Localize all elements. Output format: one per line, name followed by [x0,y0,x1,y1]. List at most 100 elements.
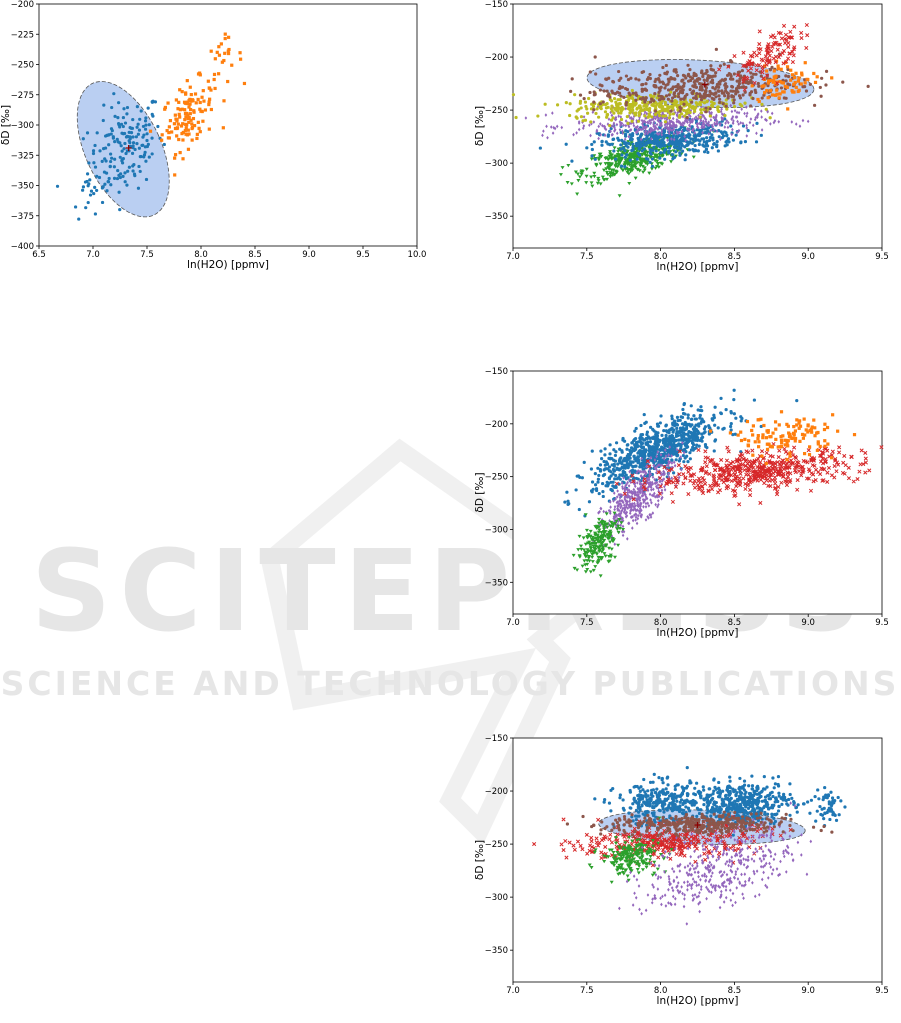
point-blue [624,143,628,148]
point-red [832,475,837,480]
x-tick-label: 7.5 [580,618,594,628]
point-brown [601,100,605,104]
point-purple [681,441,684,445]
point-red [764,478,769,483]
point-brown [725,91,729,95]
point-brown [757,84,761,88]
point-red [666,477,671,482]
point-orange [178,150,182,155]
point-blue [134,135,138,139]
point-blue [739,415,743,419]
point-orange [797,426,801,430]
point-red [739,451,744,456]
point-blue [609,809,613,813]
point-blue [608,443,612,447]
point-orange [803,61,807,65]
point-brown [765,76,769,80]
point-blue [689,404,693,408]
point-red [785,474,791,479]
point-green [577,175,582,179]
point-blue [602,800,606,804]
point-brown [641,96,645,100]
point-green [584,167,589,171]
point-orange [768,444,772,449]
point-blue [618,467,623,471]
point-olive [686,108,691,112]
point-green [604,512,609,516]
point-red [801,467,806,473]
point-brown [652,83,656,88]
point-blue [642,137,646,142]
point-purple [677,130,681,135]
point-red [790,453,796,458]
point-green [591,568,596,573]
point-orange [760,84,764,88]
point-red [744,472,749,477]
x-tick-label: 7.0 [506,618,520,628]
point-olive [716,105,720,109]
point-red [688,473,693,478]
point-purple [621,518,625,523]
point-orange [823,439,827,443]
point-blue [643,448,647,452]
point-brown [619,94,623,98]
point-green [626,140,631,144]
point-purple [648,473,651,477]
point-purple [636,490,639,495]
point-red [671,480,676,485]
point-green [575,172,580,176]
point-blue [692,139,697,143]
point-blue [654,149,658,153]
point-red [776,455,781,460]
point-orange [826,442,830,446]
point-brown [740,68,744,73]
point-blue [699,405,703,409]
chart-4: 7.0 7.5 8.0 8.5 9.0 9.5−150−200−250−300−350ln… [474,734,889,1007]
point-orange [756,437,760,441]
point-blue [137,146,141,150]
point-brown [819,94,823,98]
point-olive [511,93,516,97]
point-red [786,35,792,40]
point-blue [660,458,664,462]
point-purple [615,131,619,136]
point-orange [812,418,816,422]
point-orange [852,433,857,437]
point-brown [741,93,745,97]
point-purple [542,129,545,133]
point-blue [655,803,659,807]
point-red [773,60,778,65]
point-blue [648,160,652,164]
point-blue [693,143,697,148]
point-red [630,473,635,478]
point-red [758,47,763,52]
point-blue [654,444,658,449]
point-orange [785,458,789,462]
point-blue [666,783,670,787]
point-blue [590,142,594,147]
point-orange [208,97,212,101]
point-blue [682,402,686,406]
point-blue [670,448,675,452]
point-purple [641,124,645,128]
point-purple [602,509,606,514]
x-tick-label: 8.0 [194,250,208,260]
point-blue [95,174,99,178]
point-blue [672,428,676,432]
point-blue [655,137,659,141]
point-brown [679,106,683,111]
point-red [647,464,652,469]
point-blue [617,475,621,480]
point-purple [649,484,652,489]
point-red [773,461,778,466]
point-red [729,478,734,484]
point-purple [622,503,626,508]
point-blue [626,130,630,134]
point-red [768,34,773,39]
point-purple [630,115,633,120]
point-brown [653,109,658,113]
point-blue [741,124,746,128]
point-olive [738,102,742,107]
point-blue [85,172,90,176]
point-orange [148,129,153,133]
